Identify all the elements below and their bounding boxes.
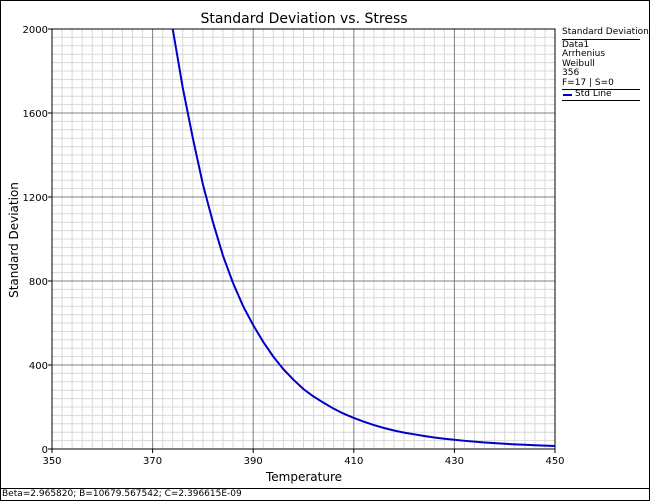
legend-line-data: Data1 — [562, 39, 590, 50]
x-axis-ticks: 350 370 390 410 430 450 — [42, 449, 565, 467]
y-tick-label: 2000 — [23, 25, 48, 36]
y-axis-ticks: 0 400 800 1200 1600 2000 — [23, 25, 52, 456]
x-tick-label: 370 — [143, 456, 162, 467]
legend-swatch — [563, 93, 572, 96]
x-tick-label: 390 — [244, 456, 263, 467]
y-tick-label: 400 — [29, 361, 48, 372]
x-tick-label: 410 — [344, 456, 363, 467]
legend: Standard Deviation Data1 Arrhenius Weibu… — [562, 27, 649, 101]
legend-series-label: Std Line — [575, 89, 612, 99]
x-axis-label: Temperature — [265, 470, 342, 484]
footer-parameters: Beta=2.965820; B=10679.567542; C=2.39661… — [2, 489, 242, 499]
major-grid — [52, 29, 555, 449]
legend-line-stress: 356 — [562, 68, 580, 78]
footer-divider — [0, 488, 650, 489]
legend-line-distribution: Weibull — [562, 58, 595, 69]
chart-title: Standard Deviation vs. Stress — [200, 11, 407, 27]
legend-line-counts: F=17 | S=0 — [562, 77, 614, 88]
legend-title: Standard Deviation — [562, 27, 649, 40]
x-tick-label: 450 — [545, 456, 564, 467]
y-tick-label: 0 — [42, 445, 48, 456]
y-tick-label: 1200 — [23, 193, 48, 204]
y-axis-label: Standard Deviation — [7, 182, 21, 298]
legend-line-model: Arrhenius — [562, 49, 606, 59]
legend-series-entry: Std Line — [562, 89, 640, 101]
minor-grid — [52, 29, 555, 449]
y-tick-label: 1600 — [23, 109, 48, 120]
plot-area-border — [51, 28, 556, 450]
y-tick-label: 800 — [29, 277, 48, 288]
std-line-series — [171, 28, 556, 448]
x-tick-label: 350 — [42, 456, 61, 467]
x-tick-label: 430 — [445, 456, 464, 467]
